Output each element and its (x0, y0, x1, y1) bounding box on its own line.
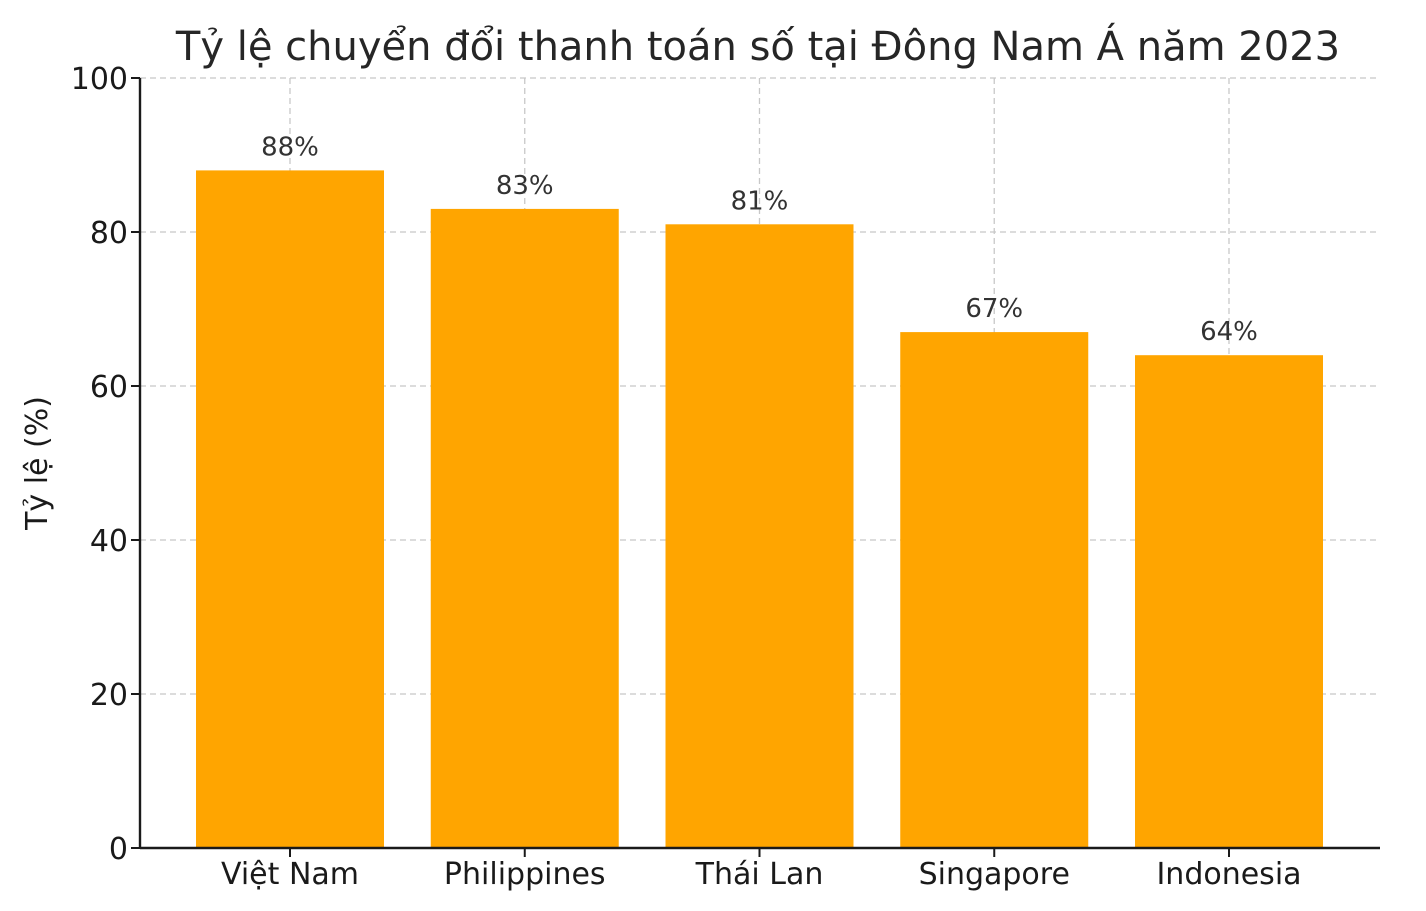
bar (430, 208, 619, 848)
bar (900, 332, 1089, 849)
x-tick-label: Indonesia (1156, 857, 1301, 892)
x-tick-label: Việt Nam (221, 857, 359, 892)
y-tick-label: 80 (90, 216, 128, 251)
y-tick-label: 40 (90, 524, 128, 559)
y-tick-label: 0 (109, 832, 128, 867)
y-tick-label: 20 (90, 678, 128, 713)
data-label: 81% (731, 186, 789, 216)
y-tick-label: 60 (90, 370, 128, 405)
x-tick-label: Philippines (444, 857, 606, 892)
chart-title: Tỷ lệ chuyển đổi thanh toán số tại Đông … (175, 22, 1340, 70)
data-label: 88% (261, 132, 319, 162)
data-label: 64% (1200, 317, 1258, 347)
data-labels: 88% 83% 81% 67% 64% (261, 132, 1258, 347)
bar (1135, 355, 1323, 848)
x-tick-label: Thái Lan (695, 857, 824, 892)
x-tick-label: Singapore (919, 857, 1070, 892)
bar (196, 170, 384, 848)
data-label: 83% (496, 171, 554, 201)
bars (196, 170, 1323, 849)
axes: 0 20 40 60 80 100 Việt Nam Philippines Thái Lan S… (71, 62, 1380, 892)
y-tick-label: 100 (71, 62, 128, 97)
y-axis-label: Tỷ lệ (%) (20, 396, 55, 531)
bar (665, 224, 854, 849)
data-label: 67% (965, 294, 1023, 324)
